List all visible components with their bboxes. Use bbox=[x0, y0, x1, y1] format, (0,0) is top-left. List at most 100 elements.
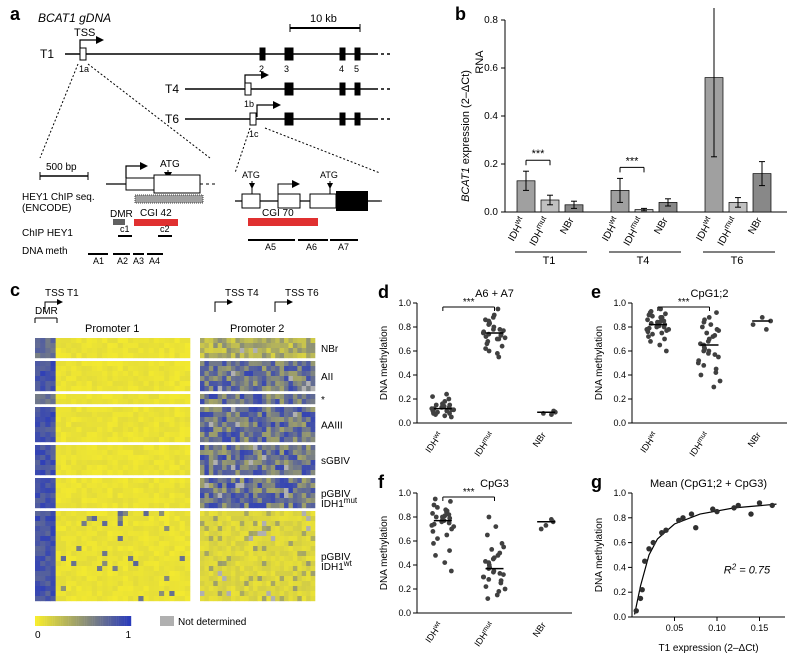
dmr-label: DMR bbox=[110, 209, 133, 220]
svg-text:DMR: DMR bbox=[35, 306, 58, 317]
panel-a-gene-diagram: BCAT1 gDNA 10 kb TSS T1 1a2345 T4 1b T6 … bbox=[10, 8, 440, 268]
a4: A4 bbox=[149, 256, 160, 266]
svg-text:0.2: 0.2 bbox=[484, 159, 498, 170]
t6-label: T6 bbox=[165, 112, 179, 126]
svg-text:0.0: 0.0 bbox=[398, 608, 411, 618]
panel-c-heatmap: TSS T1 TSS T4 TSS T6 DMR Promoter 1 Promoter … bbox=[10, 280, 365, 660]
svg-text:IDHwt: IDHwt bbox=[423, 430, 445, 454]
svg-text:0.2: 0.2 bbox=[613, 394, 626, 404]
svg-text:0.6: 0.6 bbox=[613, 346, 626, 356]
svg-text:1.0: 1.0 bbox=[613, 488, 626, 498]
t1-label: T1 bbox=[40, 47, 54, 61]
svg-text:pGBIVIDH1wt: pGBIVIDH1wt bbox=[321, 552, 353, 573]
svg-text:DNA methylation: DNA methylation bbox=[379, 516, 390, 590]
svg-text:0: 0 bbox=[35, 630, 41, 641]
svg-text:IDHwt: IDHwt bbox=[638, 430, 660, 454]
svg-text:1.0: 1.0 bbox=[398, 298, 411, 308]
svg-text:IDHmut: IDHmut bbox=[687, 430, 711, 458]
svg-text:DNA methylation: DNA methylation bbox=[379, 326, 390, 400]
svg-text:0.05: 0.05 bbox=[666, 623, 684, 633]
bcat1-title: BCAT1 gDNA bbox=[38, 11, 111, 25]
svg-text:IDHwt: IDHwt bbox=[503, 214, 529, 244]
svg-text:0.8: 0.8 bbox=[398, 322, 411, 332]
cgi70: CGI 70 bbox=[262, 208, 294, 219]
svg-text:Mean (CpG1;2 + CpG3): Mean (CpG1;2 + CpG3) bbox=[650, 478, 767, 490]
svg-text:0.0: 0.0 bbox=[398, 418, 411, 428]
a2: A2 bbox=[117, 256, 128, 266]
svg-text:3: 3 bbox=[284, 64, 289, 74]
svg-text:5: 5 bbox=[354, 64, 359, 74]
scale-label-small: 500 bp bbox=[46, 162, 77, 173]
a3: A3 bbox=[133, 256, 144, 266]
svg-text:1.0: 1.0 bbox=[398, 488, 411, 498]
svg-text:0.6: 0.6 bbox=[398, 346, 411, 356]
svg-text:0.4: 0.4 bbox=[398, 370, 411, 380]
atg-2: ATG bbox=[242, 170, 260, 180]
c1: c1 bbox=[120, 224, 130, 234]
svg-text:0.8: 0.8 bbox=[613, 513, 626, 523]
svg-text:Not determined: Not determined bbox=[178, 617, 246, 628]
panel-d-scatter: A6 + A7 0.0 0.2 0.4 0.6 0.8 1.0 DNA methylation… bbox=[375, 285, 580, 465]
a1: A1 bbox=[93, 256, 104, 266]
svg-text:1a: 1a bbox=[79, 64, 89, 74]
svg-text:NBr: NBr bbox=[531, 430, 548, 448]
svg-text:0.6: 0.6 bbox=[398, 536, 411, 546]
svg-text:DNA methylation: DNA methylation bbox=[594, 518, 605, 592]
atg-3: ATG bbox=[320, 170, 338, 180]
svg-text:0.0: 0.0 bbox=[613, 612, 626, 622]
svg-text:*: * bbox=[321, 395, 325, 406]
svg-text:T1 expression (2–ΔCt): T1 expression (2–ΔCt) bbox=[658, 643, 758, 654]
svg-text:0.4: 0.4 bbox=[398, 560, 411, 570]
svg-text:0.4: 0.4 bbox=[613, 370, 626, 380]
svg-text:pGBIVIDH1mut: pGBIVIDH1mut bbox=[321, 489, 358, 510]
svg-text:A6 + A7: A6 + A7 bbox=[475, 288, 514, 300]
t4-label: T4 bbox=[165, 82, 179, 96]
svg-text:1.0: 1.0 bbox=[613, 298, 626, 308]
scale-label: 10 kb bbox=[310, 13, 337, 25]
svg-text:AAIII: AAIII bbox=[321, 421, 343, 432]
svg-text:0.15: 0.15 bbox=[751, 623, 769, 633]
svg-text:Promoter 2: Promoter 2 bbox=[230, 323, 284, 335]
svg-text:***: *** bbox=[678, 297, 690, 308]
svg-text:Promoter 1: Promoter 1 bbox=[85, 323, 139, 335]
svg-text:***: *** bbox=[626, 155, 640, 167]
svg-text:T1: T1 bbox=[543, 255, 556, 267]
svg-text:IDHmut: IDHmut bbox=[525, 214, 553, 248]
svg-text:0.8: 0.8 bbox=[398, 512, 411, 522]
svg-text:CpG1;2: CpG1;2 bbox=[691, 288, 729, 300]
svg-text:0.2: 0.2 bbox=[398, 394, 411, 404]
svg-text:IDHwt: IDHwt bbox=[423, 620, 445, 644]
svg-text:0.4: 0.4 bbox=[484, 111, 498, 122]
svg-text:IDHmut: IDHmut bbox=[472, 620, 496, 648]
svg-text:0.2: 0.2 bbox=[398, 584, 411, 594]
svg-text:IDHwt: IDHwt bbox=[597, 214, 623, 244]
svg-text:0.0: 0.0 bbox=[613, 418, 626, 428]
svg-text:1c: 1c bbox=[249, 129, 259, 139]
svg-text:0.6: 0.6 bbox=[484, 63, 498, 74]
svg-text:NBr: NBr bbox=[746, 430, 763, 448]
svg-text:0.4: 0.4 bbox=[613, 562, 626, 572]
svg-text:BCAT1 expression (2–ΔCt): BCAT1 expression (2–ΔCt) bbox=[460, 70, 472, 202]
svg-text:T6: T6 bbox=[731, 255, 744, 267]
svg-text:TSS T4: TSS T4 bbox=[225, 288, 259, 299]
svg-text:1: 1 bbox=[125, 630, 131, 641]
svg-text:CpG3: CpG3 bbox=[480, 478, 509, 490]
hey1-label: HEY1 ChIP seq. bbox=[22, 192, 95, 203]
svg-text:NBr: NBr bbox=[321, 344, 339, 355]
svg-text:0.10: 0.10 bbox=[708, 623, 726, 633]
svg-text:1b: 1b bbox=[244, 99, 254, 109]
a6: A6 bbox=[306, 242, 317, 252]
cgi42-label: CGI 42 bbox=[140, 208, 172, 219]
svg-text:sGBIV: sGBIV bbox=[321, 456, 350, 467]
c2: c2 bbox=[160, 224, 170, 234]
svg-text:TSS T1: TSS T1 bbox=[45, 288, 79, 299]
svg-text:R2 = 0.75: R2 = 0.75 bbox=[724, 562, 771, 577]
svg-text:0.8: 0.8 bbox=[484, 15, 498, 26]
panel-b-barchart: 0.00.20.40.60.8BCAT1 expression (2–ΔCt)R… bbox=[455, 8, 795, 268]
svg-text:TSS T6: TSS T6 bbox=[285, 288, 319, 299]
svg-text:NBr: NBr bbox=[746, 215, 764, 236]
svg-text:***: *** bbox=[463, 297, 475, 308]
svg-text:***: *** bbox=[532, 148, 546, 160]
panel-e-scatter: CpG1;20.00.20.40.60.81.0DNA methylationI… bbox=[590, 285, 795, 465]
svg-text:T4: T4 bbox=[637, 255, 650, 267]
